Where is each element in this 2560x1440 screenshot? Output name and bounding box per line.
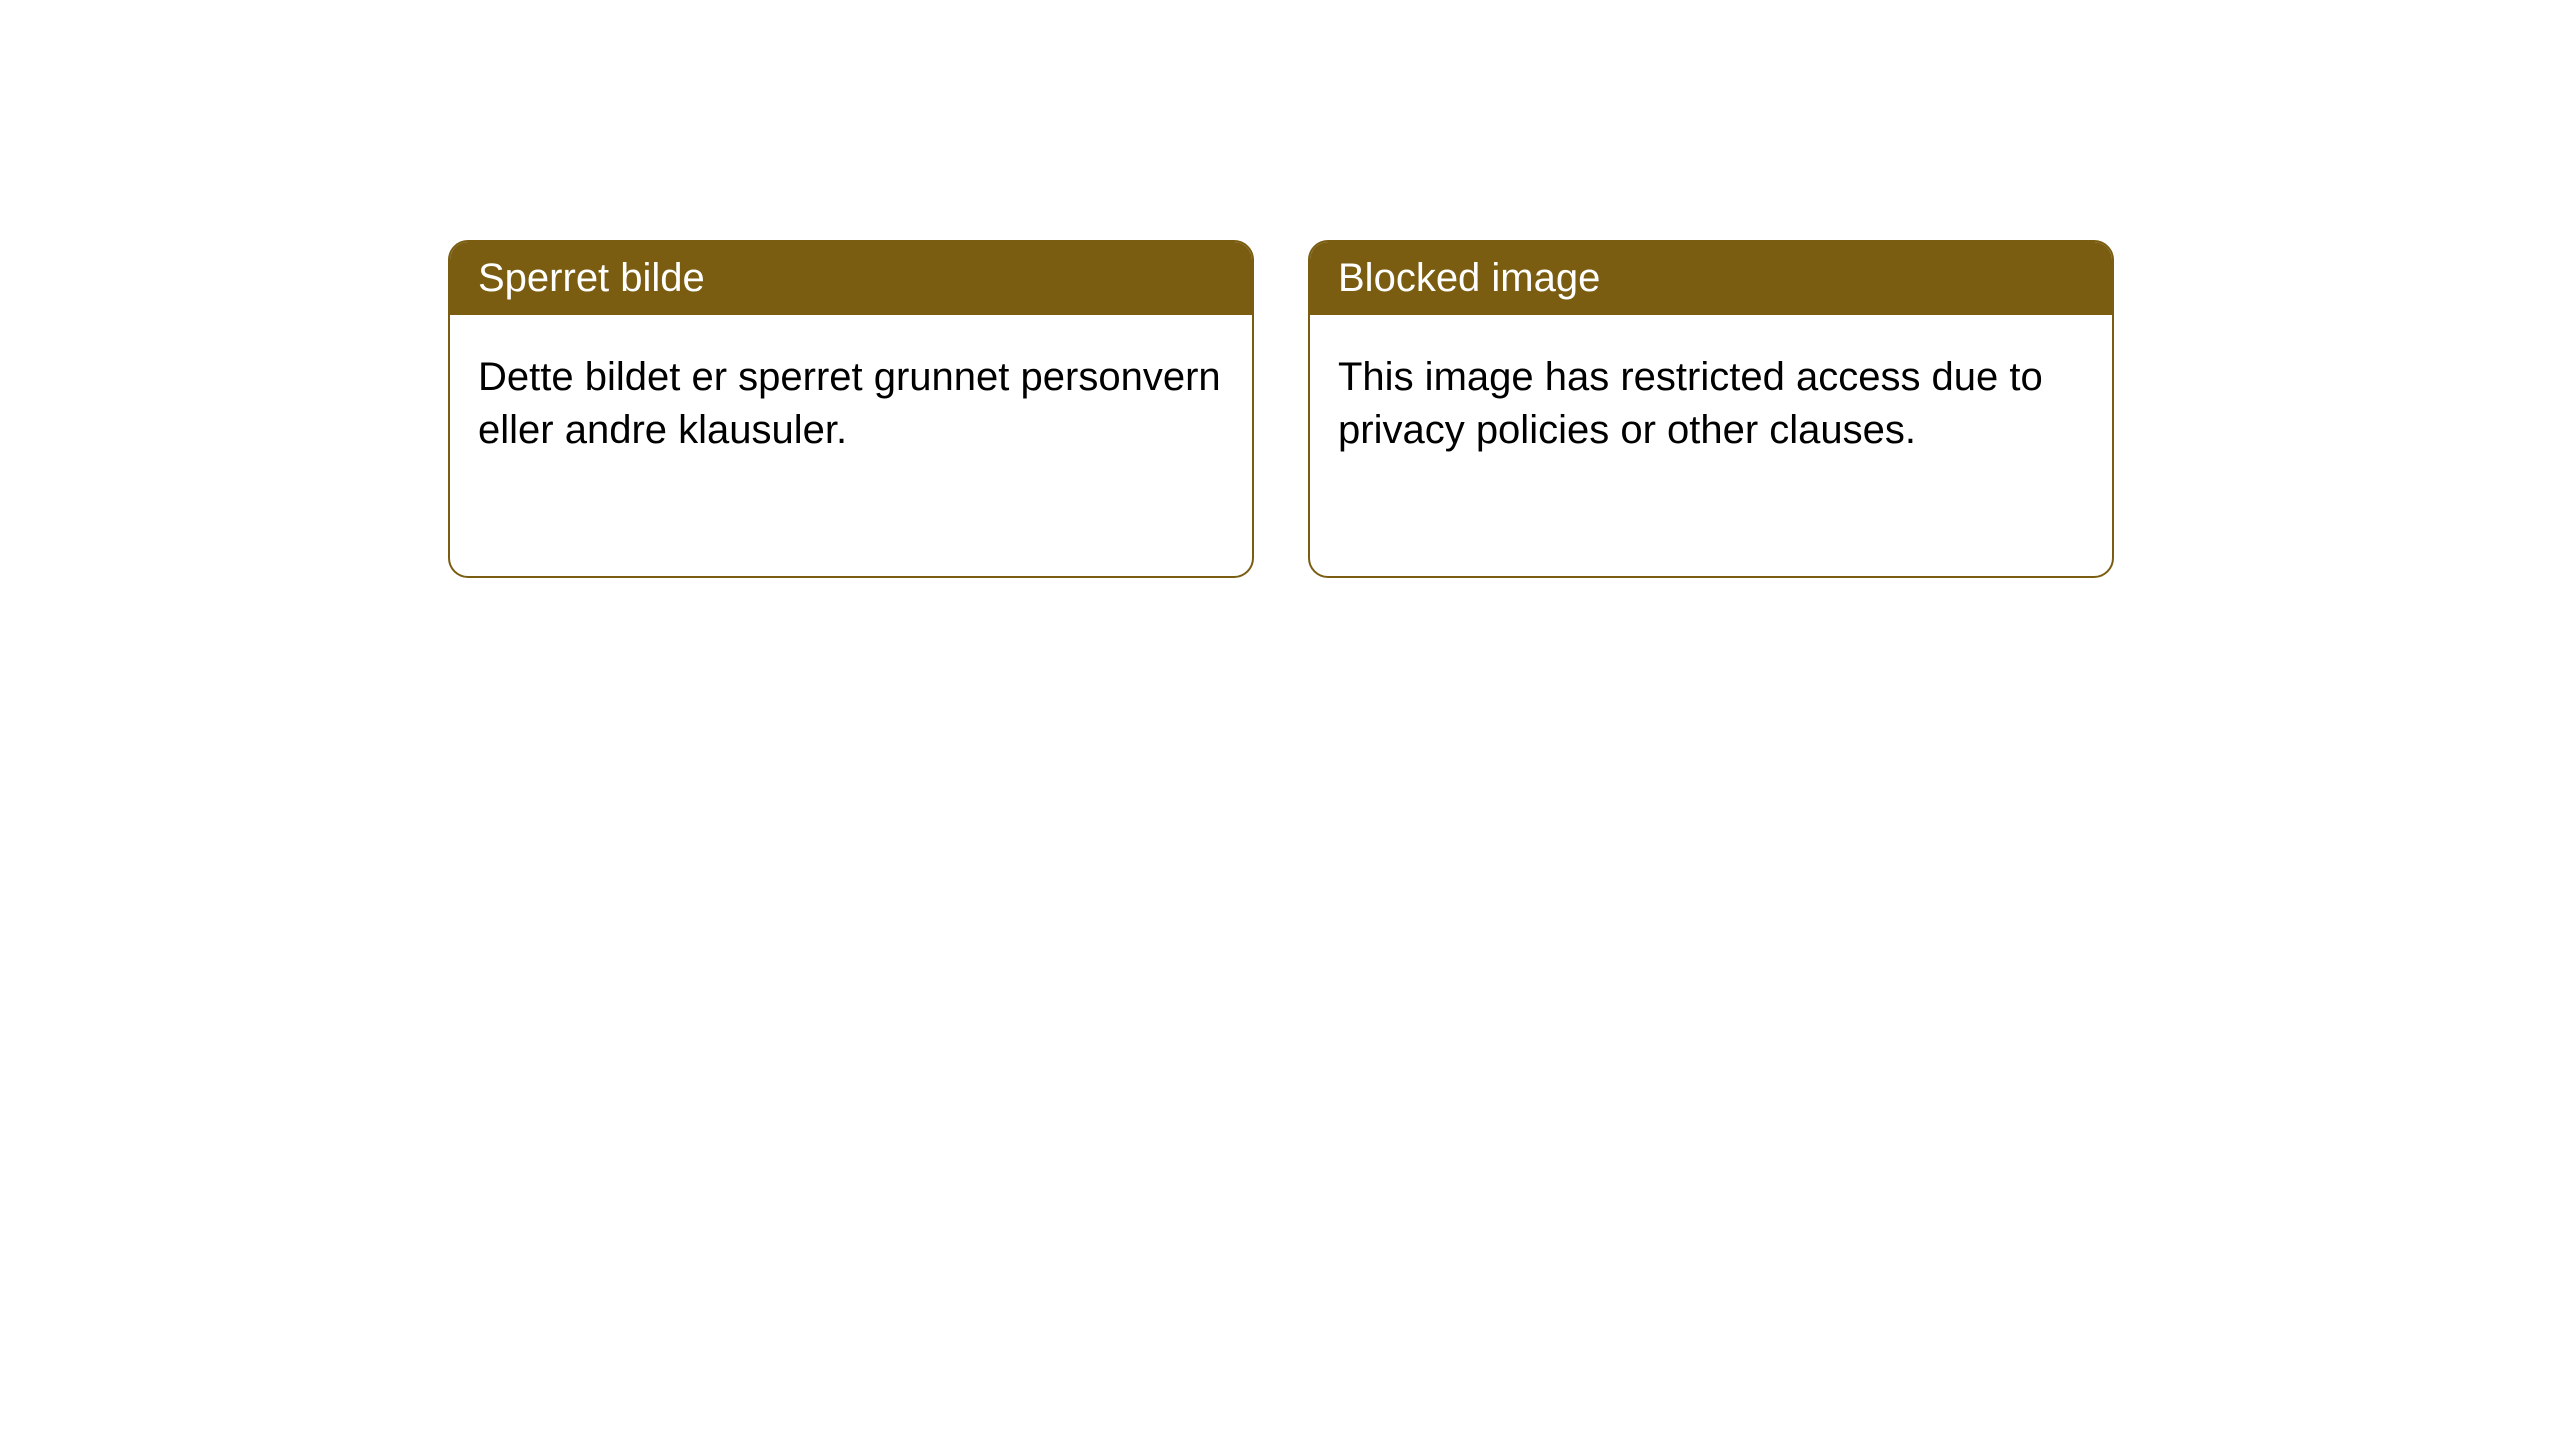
notice-container: Sperret bilde Dette bildet er sperret gr… [448,240,2114,578]
notice-card-norwegian: Sperret bilde Dette bildet er sperret gr… [448,240,1254,578]
card-title: Sperret bilde [478,256,705,300]
card-body-text: This image has restricted access due to … [1338,355,2043,452]
card-body: Dette bildet er sperret grunnet personve… [450,315,1252,493]
card-header: Sperret bilde [450,242,1252,315]
card-title: Blocked image [1338,256,1600,300]
notice-card-english: Blocked image This image has restricted … [1308,240,2114,578]
card-header: Blocked image [1310,242,2112,315]
card-body: This image has restricted access due to … [1310,315,2112,493]
card-body-text: Dette bildet er sperret grunnet personve… [478,355,1221,452]
